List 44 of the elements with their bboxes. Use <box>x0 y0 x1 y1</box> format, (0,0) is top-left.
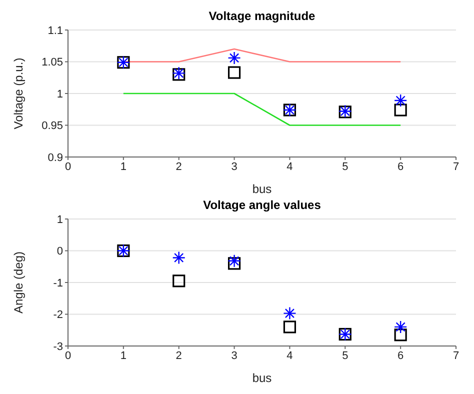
x-tick-label: 3 <box>231 350 238 362</box>
x-tick-label: 5 <box>342 350 348 362</box>
y-tick-label: 1.05 <box>42 56 63 69</box>
y-tick-label: -1 <box>53 277 63 290</box>
x-axis-title: bus <box>252 371 272 385</box>
y-tick-label: 1 <box>56 88 63 100</box>
x-tick-label: 6 <box>398 350 404 362</box>
y-tick-label: 1 <box>56 214 63 226</box>
y-tick-label: -2 <box>53 309 63 322</box>
x-tick-label: 7 <box>452 160 460 173</box>
y-tick-label: 0.95 <box>42 120 63 132</box>
x-axis-title: bus <box>252 182 272 196</box>
y-tick-label: 0 <box>56 246 63 258</box>
point <box>228 66 241 79</box>
x-tick-label: 1 <box>120 160 126 173</box>
point <box>283 306 296 320</box>
point <box>394 320 408 334</box>
y-tick-label: 1.1 <box>48 24 63 37</box>
x-tick-label: 0 <box>64 350 72 362</box>
chart-title: Voltage magnitude <box>208 8 316 24</box>
x-tick-label: 1 <box>120 350 126 362</box>
y-tick-label: 0.9 <box>48 152 63 164</box>
x-tick-label: 5 <box>342 160 348 173</box>
point <box>172 274 186 288</box>
x-tick-label: 2 <box>176 160 182 173</box>
point <box>394 104 407 116</box>
y-tick-label: -3 <box>53 340 63 353</box>
chart-title: Voltage angle values <box>202 197 322 213</box>
y-axis-title: Voltage (p.u.) <box>11 58 26 130</box>
point <box>228 51 241 65</box>
x-tick-label: 7 <box>452 350 460 362</box>
point <box>172 251 186 264</box>
x-tick-label: 3 <box>231 160 238 173</box>
point <box>228 257 241 270</box>
point <box>228 254 241 268</box>
point <box>394 94 408 108</box>
point <box>394 328 407 342</box>
x-tick-label: 4 <box>286 350 293 362</box>
x-tick-label: 4 <box>286 160 293 173</box>
point <box>283 320 296 334</box>
x-tick-label: 0 <box>64 160 72 173</box>
x-tick-label: 6 <box>398 160 404 173</box>
x-tick-label: 2 <box>176 350 182 362</box>
y-axis-title: Angle (deg) <box>11 251 26 314</box>
